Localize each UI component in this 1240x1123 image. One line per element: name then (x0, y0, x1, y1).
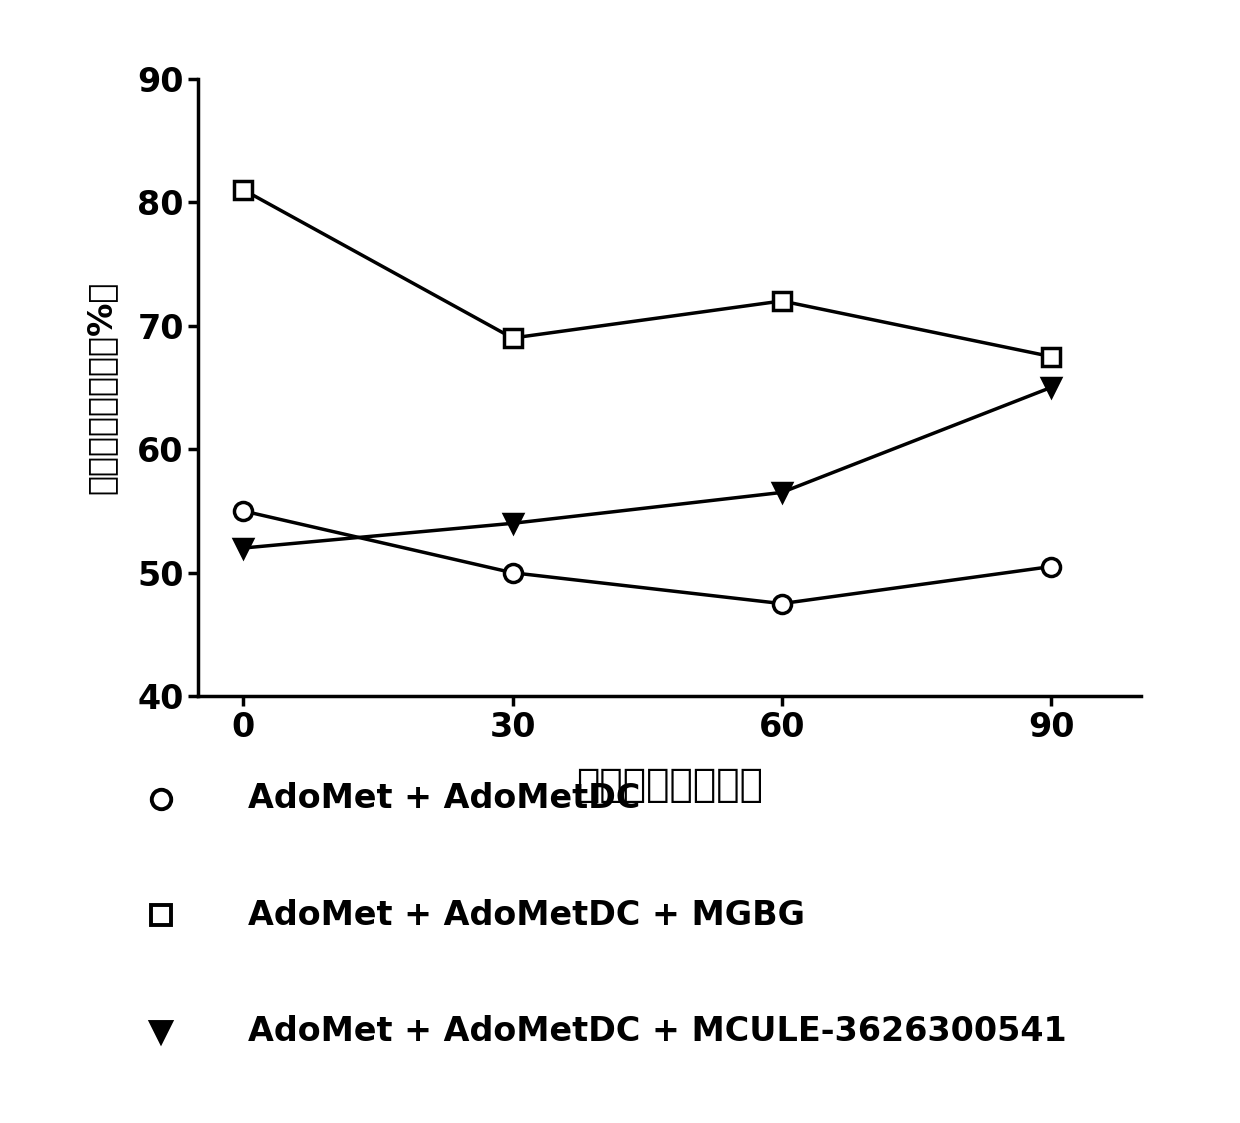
Text: AdoMet + AdoMetDC: AdoMet + AdoMetDC (248, 783, 640, 815)
Text: AdoMet + AdoMetDC + MCULE-3626300541: AdoMet + AdoMetDC + MCULE-3626300541 (248, 1015, 1066, 1048)
X-axis label: 孵育时间（分钟）: 孵育时间（分钟） (577, 766, 763, 804)
Y-axis label: 底物残余百分比（%）: 底物残余百分比（%） (84, 281, 118, 494)
Text: AdoMet + AdoMetDC + MGBG: AdoMet + AdoMetDC + MGBG (248, 898, 805, 932)
